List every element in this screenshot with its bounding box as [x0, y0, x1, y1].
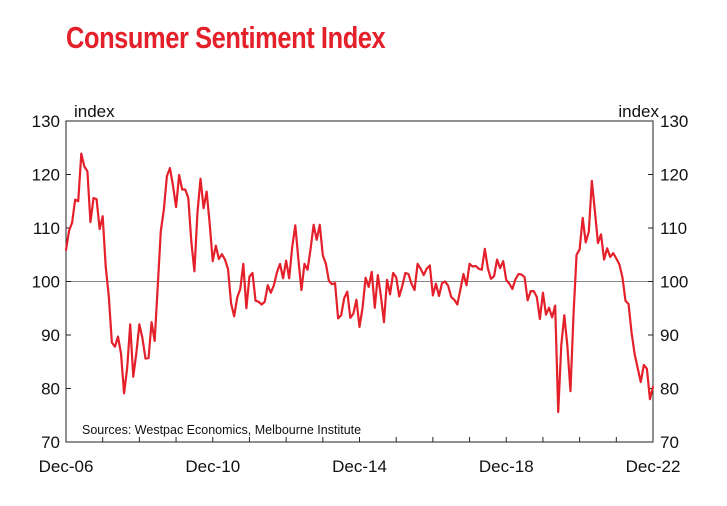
y-tick-label-left: 80: [41, 380, 60, 399]
y-tick-label-right: 110: [660, 219, 687, 238]
x-tick-label: Dec-10: [185, 457, 240, 476]
y-tick-label-left: 100: [32, 273, 60, 292]
y-tick-label-right: 80: [660, 380, 679, 399]
x-axis-ticks: Dec-06 Dec-10 Dec-14 Dec-18 Dec-22: [39, 437, 681, 476]
right-axis-unit: index: [618, 102, 659, 121]
y-tick-label-left: 130: [32, 112, 60, 131]
y-tick-label-left: 110: [33, 219, 60, 238]
y-tick-label-right: 70: [660, 433, 679, 452]
y-tick-label-right: 130: [660, 112, 688, 131]
y-tick-label-right: 90: [660, 326, 679, 345]
y-tick-label-right: 100: [660, 273, 688, 292]
x-tick-label: Dec-18: [479, 457, 534, 476]
x-tick-label: Dec-14: [332, 457, 387, 476]
sentiment-series-line: [64, 152, 655, 414]
left-axis-unit: index: [74, 102, 115, 121]
x-tick-label: Dec-22: [626, 457, 681, 476]
x-tick-label: Dec-06: [39, 457, 94, 476]
source-note: Sources: Westpac Economics, Melbourne In…: [82, 423, 361, 437]
y-tick-label-left: 120: [32, 166, 60, 185]
y-tick-label-right: 120: [660, 166, 688, 185]
chart-title: Consumer Sentiment Index: [66, 20, 386, 55]
y-tick-label-left: 70: [41, 433, 60, 452]
y-axis-ticks: 70 70 80 80 90 90 100 100 110 110 120 120 130 130: [32, 112, 689, 452]
y-tick-label-left: 90: [41, 326, 60, 345]
